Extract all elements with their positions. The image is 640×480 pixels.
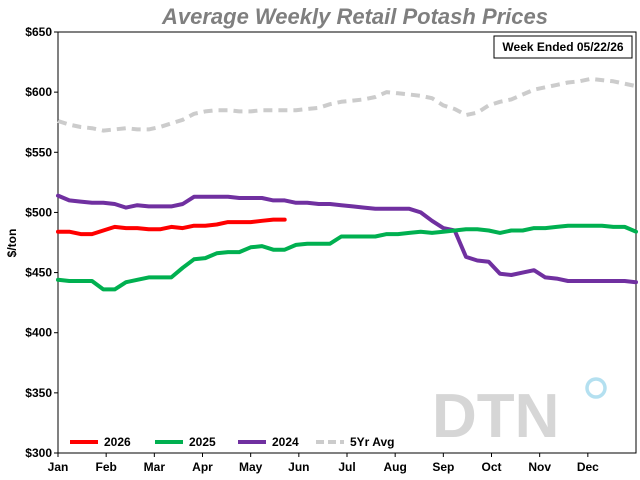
y-tick-label: $500 bbox=[25, 205, 52, 219]
x-tick-label: Jan bbox=[48, 460, 69, 474]
y-tick-label: $650 bbox=[25, 25, 52, 39]
x-tick-label: May bbox=[239, 460, 263, 474]
x-tick-label: Oct bbox=[481, 460, 501, 474]
series-line-2026 bbox=[56, 217, 287, 237]
legend-label: 2025 bbox=[189, 435, 216, 449]
x-tick-label: Apr bbox=[192, 460, 213, 474]
series-lines bbox=[56, 76, 638, 292]
legend-label: 2026 bbox=[104, 435, 131, 449]
x-tick-label: Sep bbox=[432, 460, 454, 474]
x-tick-label: Feb bbox=[95, 460, 116, 474]
logo-dot-icon bbox=[585, 377, 607, 399]
series-line-5yr-avg bbox=[57, 76, 637, 133]
dtn-logo-text: DTN bbox=[432, 382, 559, 451]
dtn-logo: DTN bbox=[432, 377, 607, 451]
y-tick-label: $550 bbox=[25, 145, 52, 159]
x-tick-label: Nov bbox=[528, 460, 551, 474]
y-tick-label: $450 bbox=[25, 266, 52, 280]
annotation-box bbox=[493, 35, 633, 59]
plot-area bbox=[57, 31, 637, 454]
y-tick-label: $600 bbox=[25, 85, 52, 99]
x-axis: Jan Feb Mar Apr May Jun Jul Aug Sep Oct Nov Dec bbox=[48, 453, 599, 474]
y-tick-label: $400 bbox=[25, 326, 52, 340]
series-line-2024 bbox=[56, 193, 638, 285]
x-tick-label: Mar bbox=[144, 460, 166, 474]
x-tick-label: Jul bbox=[338, 460, 355, 474]
y-tick-label: $350 bbox=[25, 386, 52, 400]
chart-title: Average Weekly Retail Potash Prices bbox=[161, 4, 548, 29]
legend-label: 2024 bbox=[272, 435, 299, 449]
legend: 2026 2025 2024 5Yr Avg bbox=[70, 435, 394, 449]
week-ended-annotation: Week Ended 05/22/26 bbox=[502, 40, 624, 54]
y-axis-label: $/ton bbox=[5, 229, 19, 258]
y-axis: $300 $350 $400 $450 $500 $550 $600 $650 bbox=[25, 25, 58, 460]
x-tick-label: Jun bbox=[288, 460, 309, 474]
y-tick-label: $300 bbox=[25, 446, 52, 460]
series-line-2025 bbox=[56, 223, 638, 292]
legend-label: 5Yr Avg bbox=[350, 435, 394, 449]
x-tick-label: Dec bbox=[577, 460, 599, 474]
x-tick-label: Aug bbox=[384, 460, 407, 474]
